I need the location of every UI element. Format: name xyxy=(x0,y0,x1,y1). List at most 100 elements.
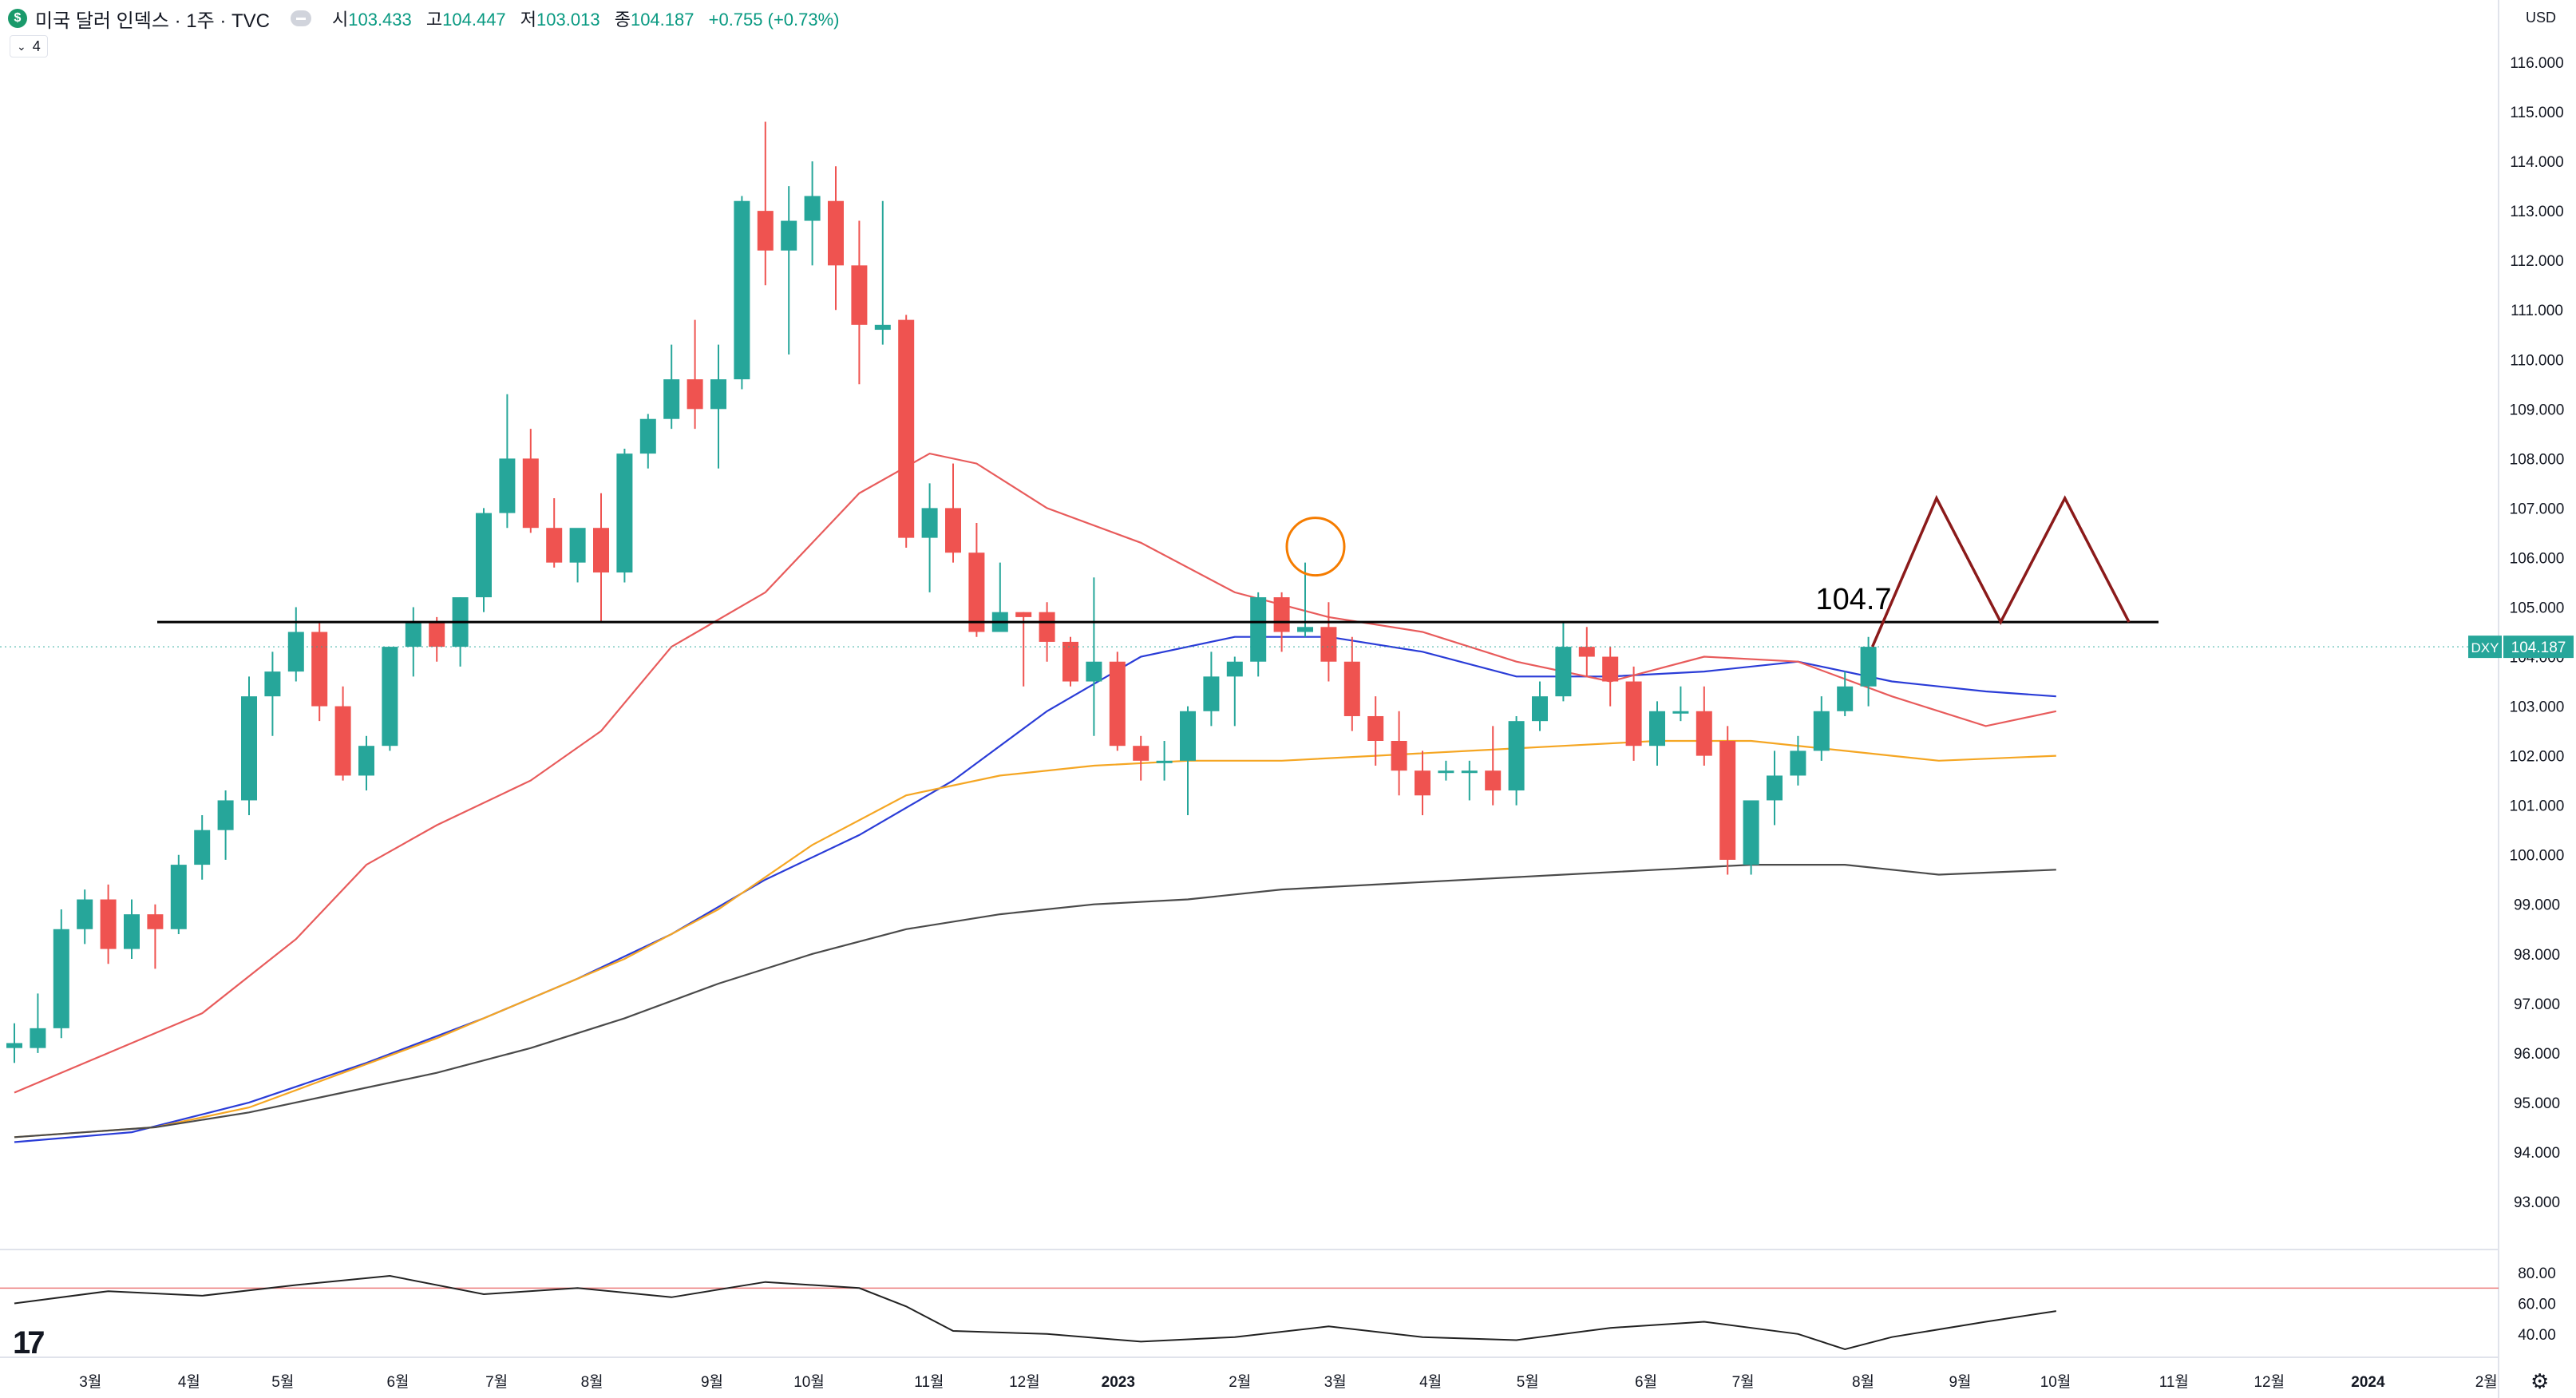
y-tick-label: 103.000 xyxy=(2510,699,2565,716)
x-tick-label: 2023 xyxy=(1102,1374,1135,1391)
candle xyxy=(30,993,46,1053)
candle xyxy=(1860,636,1877,707)
candle xyxy=(1485,726,1502,806)
close-label: 종 xyxy=(614,10,631,30)
candle-body xyxy=(217,800,234,830)
y-tick-label: 115.000 xyxy=(2510,105,2563,121)
candle-body xyxy=(828,200,844,266)
candle xyxy=(1438,760,1454,781)
candle xyxy=(921,483,938,592)
ohlc-values: 시103.433 고104.447 저103.013 종104.187 +0.7… xyxy=(332,6,849,31)
candle-body xyxy=(1273,597,1290,632)
candle-body xyxy=(1391,740,1407,771)
candle xyxy=(358,735,374,791)
candle-body xyxy=(287,632,304,672)
candle xyxy=(1039,602,1055,662)
rsi-level-label: 60.00 xyxy=(2518,1297,2556,1313)
dollar-icon: $ xyxy=(8,9,27,28)
candle xyxy=(1367,696,1384,766)
candle xyxy=(945,463,961,563)
candle-body xyxy=(1039,612,1055,642)
y-tick-label: 97.000 xyxy=(2514,996,2560,1013)
rsi-line xyxy=(14,1274,2056,1351)
candle-body xyxy=(1837,686,1854,711)
candle-body xyxy=(522,458,539,529)
y-tick-label: 109.000 xyxy=(2510,402,2565,418)
candle-body xyxy=(100,899,117,949)
x-tick-label: 6월 xyxy=(386,1373,409,1391)
open-label: 시 xyxy=(331,10,349,30)
candle xyxy=(1320,602,1337,682)
candles xyxy=(6,121,1877,1063)
price-axis: 116.000 115.000 114.000 113.000 112.000 111.0… xyxy=(2468,0,2576,1398)
y-tick-label: 101.000 xyxy=(2510,798,2565,815)
current-price-tag: 104.187 xyxy=(2511,640,2566,656)
projection-zigzag xyxy=(1870,494,2131,648)
candle-body xyxy=(546,528,563,563)
x-tick-label: 9월 xyxy=(701,1373,723,1391)
y-tick-label: 105.000 xyxy=(2510,600,2565,616)
y-tick-label: 112.000 xyxy=(2510,253,2563,270)
candle-body xyxy=(1062,641,1078,682)
candle-body xyxy=(1860,647,1877,687)
candle xyxy=(804,161,821,266)
candle-body xyxy=(1015,612,1032,617)
candle xyxy=(1602,647,1619,707)
indicator-toggle[interactable]: ⌄ 4 xyxy=(10,35,48,57)
candle xyxy=(287,607,304,682)
candle xyxy=(757,121,774,286)
x-tick-label: 9월 xyxy=(1949,1373,1971,1391)
x-tick-label: 7월 xyxy=(1732,1373,1755,1391)
open-value: 103.433 xyxy=(348,10,412,30)
y-tick-label: 106.000 xyxy=(2510,550,2565,567)
indicator-count: 4 xyxy=(32,38,41,54)
price-axis-bg xyxy=(2499,0,2576,1398)
candle-body xyxy=(945,508,961,553)
candle-body xyxy=(1790,750,1806,776)
candle-body xyxy=(921,508,938,538)
candle xyxy=(1555,622,1572,702)
candle xyxy=(1672,686,1689,722)
candle-body xyxy=(1696,711,1712,756)
candle xyxy=(781,186,797,355)
high-value: 104.447 xyxy=(442,10,506,30)
chevron-down-icon: ⌄ xyxy=(17,39,26,53)
y-tick-label: 116.000 xyxy=(2510,55,2563,72)
candle-body xyxy=(616,453,633,573)
candle xyxy=(147,904,164,969)
candle xyxy=(639,414,656,469)
gear-icon[interactable]: ⚙ xyxy=(2530,1369,2550,1393)
x-tick-label: 3월 xyxy=(1324,1373,1347,1391)
drawings: 104.7 xyxy=(0,494,2499,648)
candle-body xyxy=(1625,681,1642,747)
symbol-tag-bg xyxy=(2468,636,2502,659)
candle xyxy=(1109,651,1126,751)
candle xyxy=(1180,706,1196,816)
candle-body xyxy=(429,622,445,648)
candle-body xyxy=(476,513,492,598)
candle xyxy=(53,909,69,1039)
candle-body xyxy=(53,929,69,1028)
candle-body xyxy=(804,196,821,221)
candle xyxy=(1297,562,1313,637)
candle-body xyxy=(382,647,398,747)
candle-body xyxy=(874,324,891,331)
y-tick-label: 113.000 xyxy=(2510,204,2563,220)
candle xyxy=(828,166,844,311)
candle xyxy=(476,508,492,612)
x-tick-label: 12월 xyxy=(1009,1373,1040,1391)
currency-selector[interactable]: USD xyxy=(2525,9,2556,26)
visibility-toggle-icon[interactable] xyxy=(290,10,311,26)
x-tick-label: 11월 xyxy=(2159,1373,2189,1391)
candle-body xyxy=(1367,715,1384,741)
y-tick-label: 94.000 xyxy=(2514,1145,2560,1162)
moving-average-lines xyxy=(14,452,2057,1143)
candle-body xyxy=(1133,746,1150,761)
candle-body xyxy=(1180,711,1196,761)
candle-body xyxy=(1813,711,1830,751)
symbol-title[interactable]: 미국 달러 인덱스 · 1주 · TVC xyxy=(35,10,270,32)
candle xyxy=(1156,740,1173,781)
x-tick-label: 2024 xyxy=(2351,1374,2385,1391)
candle-body xyxy=(1743,800,1759,865)
